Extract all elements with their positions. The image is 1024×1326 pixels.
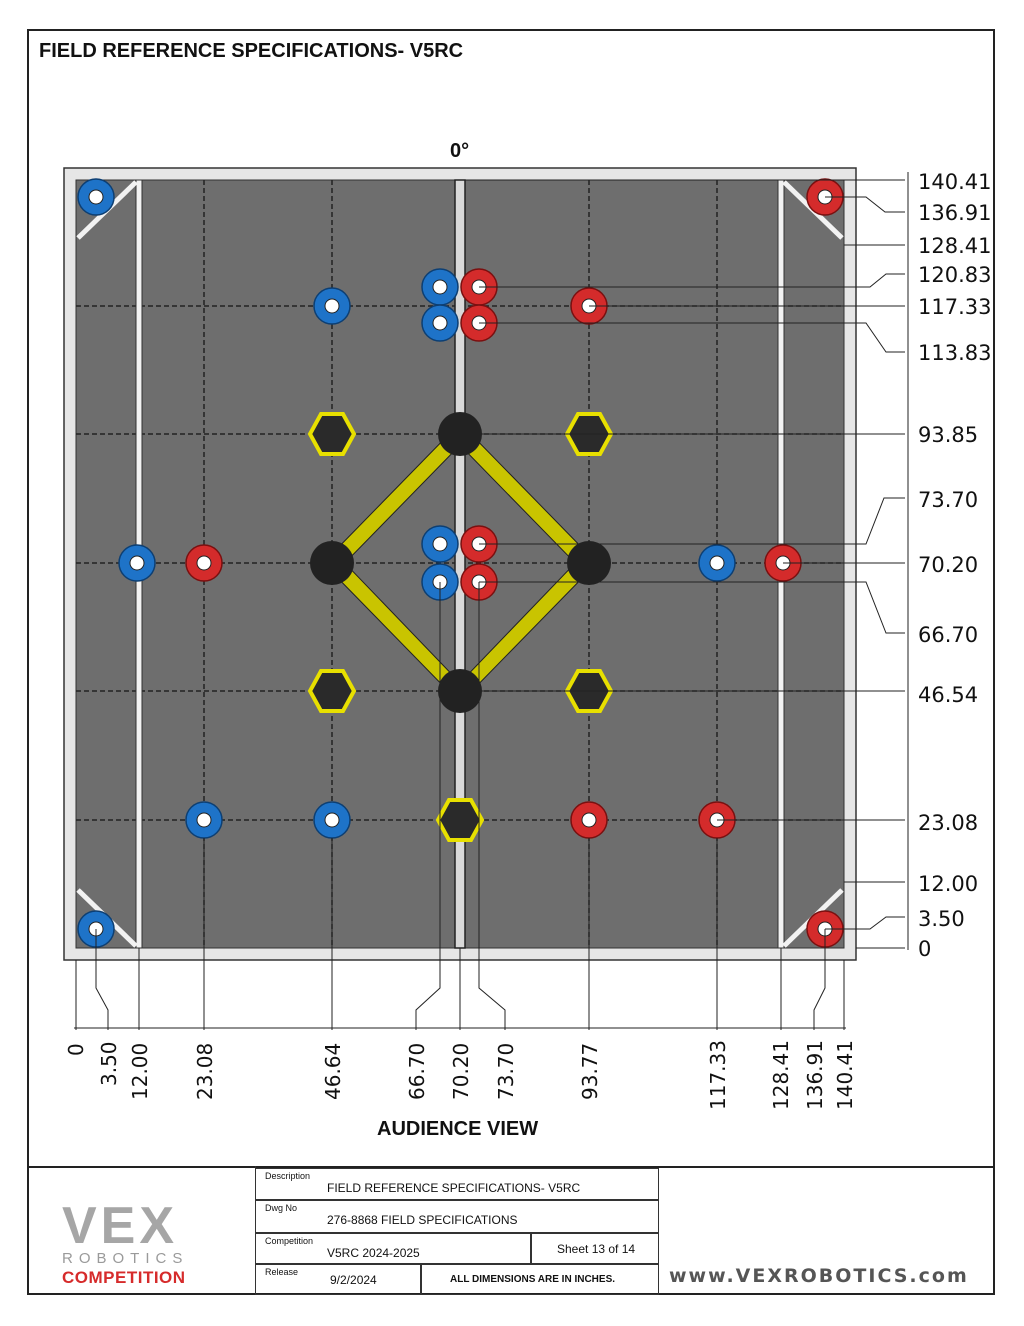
dim-bottom-3-50: 3.50 <box>97 1041 121 1086</box>
dim-right-73-70: 73.70 <box>918 488 979 512</box>
dim-bottom-70-20: 70.20 <box>449 1042 473 1100</box>
dim-bottom-136-91: 136.91 <box>803 1040 827 1110</box>
bottom-leaders <box>74 582 846 1030</box>
dim-right-46-54: 46.54 <box>918 683 979 707</box>
tb-release-label: Release <box>265 1267 299 1277</box>
view-label: AUDIENCE VIEW <box>377 1118 539 1140</box>
dim-bottom-140-41: 140.41 <box>833 1040 857 1110</box>
tb-description-value: FIELD REFERENCE SPECIFICATIONS- V5RC <box>327 1181 581 1195</box>
dim-right-70-20: 70.20 <box>918 553 979 577</box>
dim-right-120-83: 120.83 <box>918 263 992 287</box>
dim-right-128-41: 128.41 <box>918 234 992 258</box>
dim-right-66-70: 66.70 <box>918 623 979 647</box>
tb-dwg-label: Dwg No <box>265 1203 298 1213</box>
dim-right-117-33: 117.33 <box>918 295 992 319</box>
tb-sheet-value: Sheet 13 of 14 <box>557 1242 636 1256</box>
tb-description-label: Description <box>265 1171 311 1181</box>
dim-bottom-23-08: 23.08 <box>193 1042 217 1100</box>
dim-bottom-0: 0 <box>64 1043 88 1056</box>
dim-bottom-128-41: 128.41 <box>769 1040 793 1110</box>
tb-sheet-cell: Sheet 13 of 14 <box>531 1233 659 1264</box>
dim-bottom-73-70: 73.70 <box>494 1042 518 1100</box>
tb-competition-value: V5RC 2024-2025 <box>327 1246 420 1260</box>
tb-note: ALL DIMENSIONS ARE IN INCHES. <box>450 1274 616 1285</box>
dim-right-93-85: 93.85 <box>918 423 979 447</box>
dim-right-0: 0 <box>918 937 932 961</box>
dim-bottom-93-77: 93.77 <box>578 1042 602 1100</box>
dim-bottom-117-33: 117.33 <box>706 1040 730 1110</box>
dim-bottom-46-64: 46.64 <box>321 1042 345 1100</box>
vex-logo-robotics: ROBOTICS <box>62 1250 189 1267</box>
vex-logo-mark: VEX <box>62 1197 179 1255</box>
title-block <box>27 1166 995 1295</box>
tb-competition-label: Competition <box>265 1236 314 1246</box>
vex-logo-competition: COMPETITION <box>62 1268 186 1287</box>
dim-right-3-50: 3.50 <box>918 907 965 931</box>
tb-dwg-cell: Dwg No 276-8868 FIELD SPECIFICATIONS <box>255 1200 659 1233</box>
tb-description-cell: Description FIELD REFERENCE SPECIFICATIO… <box>255 1168 659 1200</box>
dim-right-136-91: 136.91 <box>918 201 992 225</box>
website-url: www.VEXROBOTICS.com <box>669 1265 969 1287</box>
right-leaders <box>460 172 909 950</box>
dim-right-12-00: 12.00 <box>918 872 979 896</box>
tb-competition-cell: Competition V5RC 2024-2025 <box>255 1233 531 1264</box>
dim-right-113-83: 113.83 <box>918 341 992 365</box>
orientation-label: 0° <box>450 140 470 162</box>
tb-note-cell: ALL DIMENSIONS ARE IN INCHES. <box>421 1264 659 1295</box>
dim-bottom-66-70: 66.70 <box>405 1042 429 1100</box>
dim-right-23-08: 23.08 <box>918 811 979 835</box>
dim-right-140-41: 140.41 <box>918 170 992 194</box>
vex-logo: VEX ROBOTICS COMPETITION <box>62 1200 226 1288</box>
tb-dwg-value: 276-8868 FIELD SPECIFICATIONS <box>327 1213 518 1227</box>
dim-bottom-12-00: 12.00 <box>128 1042 152 1100</box>
page-title: FIELD REFERENCE SPECIFICATIONS- V5RC <box>39 40 464 62</box>
tb-release-value: 9/2/2024 <box>330 1273 377 1287</box>
tb-release-cell: Release 9/2/2024 <box>255 1264 421 1295</box>
